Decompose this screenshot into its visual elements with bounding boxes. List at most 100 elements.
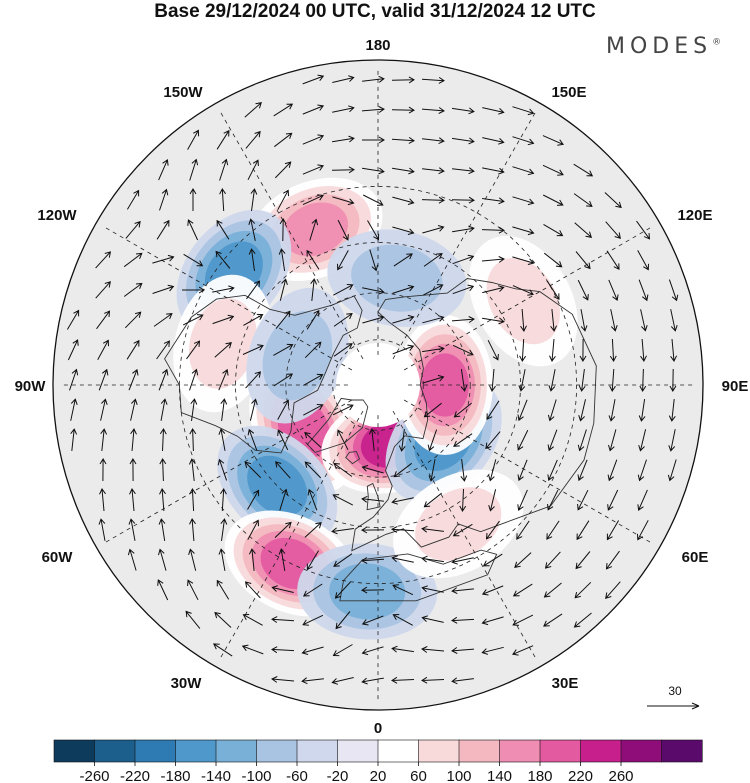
colorbar-tick-label: -20 [327, 768, 349, 783]
wind-arrow [278, 248, 286, 271]
wind-arrow [335, 611, 351, 630]
wind-arrow [638, 429, 647, 452]
colorbar-swatch [256, 739, 298, 763]
wind-arrow [212, 285, 235, 293]
wind-arrow [546, 520, 560, 540]
wind-arrow [160, 398, 168, 421]
colorbar-tick-label: -260 [79, 768, 109, 783]
wind-arrow [332, 196, 355, 206]
wind-arrow [128, 518, 136, 541]
wind-arrow [219, 188, 227, 212]
wind-arrow [542, 135, 564, 146]
wind-arrow [67, 339, 79, 361]
colorbar-tick-label: -100 [241, 768, 271, 783]
wind-arrow [549, 338, 556, 362]
wind-arrow [306, 309, 320, 330]
wind-arrow [639, 368, 647, 392]
wind-arrow [452, 254, 475, 265]
wind-arrow [451, 196, 475, 204]
lon-label-90e: 90E [722, 378, 749, 395]
wind-arrow [214, 611, 232, 628]
wind-arrow [302, 74, 325, 85]
colorbar-swatch [539, 739, 582, 763]
wind-arrow [485, 431, 501, 450]
wind-arrow [275, 310, 291, 329]
map-title: Base 29/12/2024 00 UTC, valid 31/12/2024… [154, 1, 596, 22]
wind-arrow [451, 557, 474, 565]
lon-label-120w: 120W [37, 207, 77, 224]
wind-arrow [95, 251, 112, 269]
wind-arrow [481, 646, 504, 655]
wind-arrow [638, 399, 646, 422]
colorbar-tick-label: -140 [201, 768, 231, 783]
wind-arrow [391, 526, 415, 533]
wind-arrow [519, 338, 527, 362]
wind-arrow [512, 614, 534, 626]
wind-arrow [422, 315, 445, 324]
wind-arrow [577, 459, 588, 482]
wind-arrow [159, 458, 167, 482]
wind-arrow [189, 488, 197, 512]
wind-arrow [670, 338, 678, 362]
wind-arrow [609, 368, 616, 392]
colorbar-tick-label: 180 [527, 768, 552, 783]
wind-arrow [217, 458, 228, 481]
wind-arrow [544, 551, 561, 569]
wind-arrow [451, 587, 474, 595]
wind-arrow [182, 314, 204, 326]
wind-arrow [517, 489, 528, 511]
wind-arrow [367, 220, 380, 241]
wind-arrow [279, 278, 288, 301]
wind-arrow [279, 218, 287, 242]
wind-arrow [606, 520, 620, 541]
wind-arrow [391, 645, 414, 653]
wind-arrow [362, 75, 385, 83]
wind-arrow [421, 555, 444, 563]
wind-arrow [398, 429, 406, 452]
wind-arrow [331, 677, 354, 685]
wind-arrow [638, 279, 649, 302]
iceland-coast [345, 451, 361, 465]
wind-arrow [482, 285, 505, 294]
wind-arrow [182, 286, 205, 294]
wind-arrow [512, 226, 535, 236]
wind-arrow [157, 579, 169, 601]
wind-arrow [391, 555, 414, 563]
wind-arrow [489, 368, 496, 392]
wind-arrow [188, 458, 196, 481]
lat-lon-grid [62, 69, 694, 701]
wind-arrow [362, 194, 384, 206]
wind-arrow [392, 314, 415, 324]
lon-label-60w: 60W [42, 549, 74, 566]
wind-arrow [605, 581, 621, 600]
pole-neutral-region [336, 343, 420, 427]
wind-arrow [183, 253, 204, 267]
wind-arrow [249, 398, 258, 421]
wind-arrow [542, 164, 564, 176]
wind-arrow [481, 226, 505, 234]
wind-arrow [302, 164, 324, 175]
wind-arrow [334, 581, 351, 599]
colorbar-swatch [175, 739, 217, 763]
wind-arrow [125, 220, 141, 239]
wind-arrow [452, 225, 475, 233]
wind-arrow [668, 429, 676, 452]
lon-label-150e: 150E [551, 84, 586, 101]
wind-arrow [271, 616, 295, 623]
wind-arrow [332, 75, 355, 83]
wind-arrow [189, 428, 197, 452]
wind-arrow [422, 345, 445, 353]
wind-arrow [485, 520, 500, 540]
colorbar-swatch [458, 739, 501, 763]
wind-arrow [486, 400, 500, 421]
wind-arrow [100, 398, 108, 421]
wind-arrow [126, 339, 140, 360]
wind-arrow [247, 519, 259, 540]
wind-arrow [215, 250, 231, 269]
wind-arrow [391, 676, 415, 684]
wind-arrow [391, 136, 415, 144]
wind-arrow [277, 189, 289, 210]
wind-arrow [550, 309, 558, 332]
wind-arrow [369, 249, 379, 272]
wind-arrow [362, 167, 385, 175]
